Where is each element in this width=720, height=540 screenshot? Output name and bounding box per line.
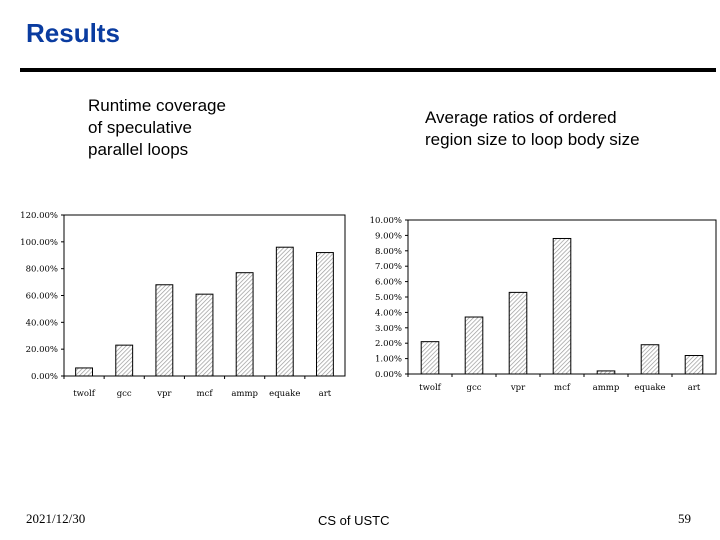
bar-twolf xyxy=(420,341,440,375)
bar-ammp xyxy=(596,370,616,375)
runtime-coverage-bar-chart: 0.00% 20.00% 40.00% 60.00% 80.00% 100.00% 120.… xyxy=(20,211,346,399)
bar-art xyxy=(684,355,704,375)
bar-ammp xyxy=(235,272,254,377)
y-tick-label: 10.00% xyxy=(370,216,402,226)
bar-vpr xyxy=(155,284,174,377)
y-tick-label: 100.00% xyxy=(20,238,58,248)
x-tick-label: twolf xyxy=(419,383,442,393)
y-tick-label: 0.00% xyxy=(31,372,58,382)
x-tick-label: mcf xyxy=(197,389,214,399)
y-tick-label: 0.00% xyxy=(375,370,402,380)
y-tick-label: 2.00% xyxy=(375,339,402,349)
title-divider xyxy=(20,68,716,72)
chart-caption-runtime-coverage: Runtime coverage of speculative parallel… xyxy=(88,96,226,159)
bar-twolf xyxy=(75,367,94,377)
footer-date: 2021/12/30 xyxy=(26,511,86,526)
x-tick-label: vpr xyxy=(510,383,526,393)
bar-mcf xyxy=(552,237,572,375)
y-tick-label: 40.00% xyxy=(26,318,58,328)
ordered-region-ratio-bar-chart: 0.00% 1.00% 2.00% 3.00% 4.00% 5.00% 6.00% 7.00%… xyxy=(370,216,717,393)
x-tick-label: vpr xyxy=(156,389,172,399)
x-tick-label: equake xyxy=(269,389,300,399)
y-tick-label: 60.00% xyxy=(26,292,58,302)
y-tick-label: 9.00% xyxy=(375,231,402,241)
x-tick-label: art xyxy=(688,383,701,393)
x-tick-label: gcc xyxy=(117,389,132,399)
y-tick-label: 7.00% xyxy=(375,262,402,272)
footer-page-number: 59 xyxy=(678,511,691,526)
bar-art xyxy=(315,252,334,377)
bar-gcc xyxy=(115,344,134,377)
x-tick-label: mcf xyxy=(554,383,571,393)
bar-equake xyxy=(275,246,294,377)
y-tick-label: 8.00% xyxy=(375,247,402,257)
chart-caption-ordered-region-ratio: Average ratios of ordered region size to… xyxy=(425,108,640,149)
slide-title: Results xyxy=(26,18,120,48)
y-tick-label: 80.00% xyxy=(26,265,58,275)
x-tick-label: ammp xyxy=(231,389,258,399)
y-tick-label: 6.00% xyxy=(375,278,402,288)
x-tick-label: gcc xyxy=(467,383,482,393)
x-tick-label: art xyxy=(319,389,332,399)
bar-gcc xyxy=(464,316,484,375)
x-tick-label: twolf xyxy=(73,389,96,399)
bar-mcf xyxy=(195,293,214,377)
x-tick-label: ammp xyxy=(593,383,620,393)
y-tick-label: 4.00% xyxy=(375,308,402,318)
y-tick-label: 20.00% xyxy=(26,345,58,355)
bar-vpr xyxy=(508,291,528,375)
footer-course: CS of USTC xyxy=(318,513,390,528)
x-tick-label: equake xyxy=(634,383,665,393)
y-tick-label: 3.00% xyxy=(375,324,402,334)
y-tick-label: 1.00% xyxy=(375,355,402,365)
y-tick-label: 5.00% xyxy=(375,293,402,303)
bar-equake xyxy=(640,344,660,375)
y-tick-label: 120.00% xyxy=(20,211,58,221)
